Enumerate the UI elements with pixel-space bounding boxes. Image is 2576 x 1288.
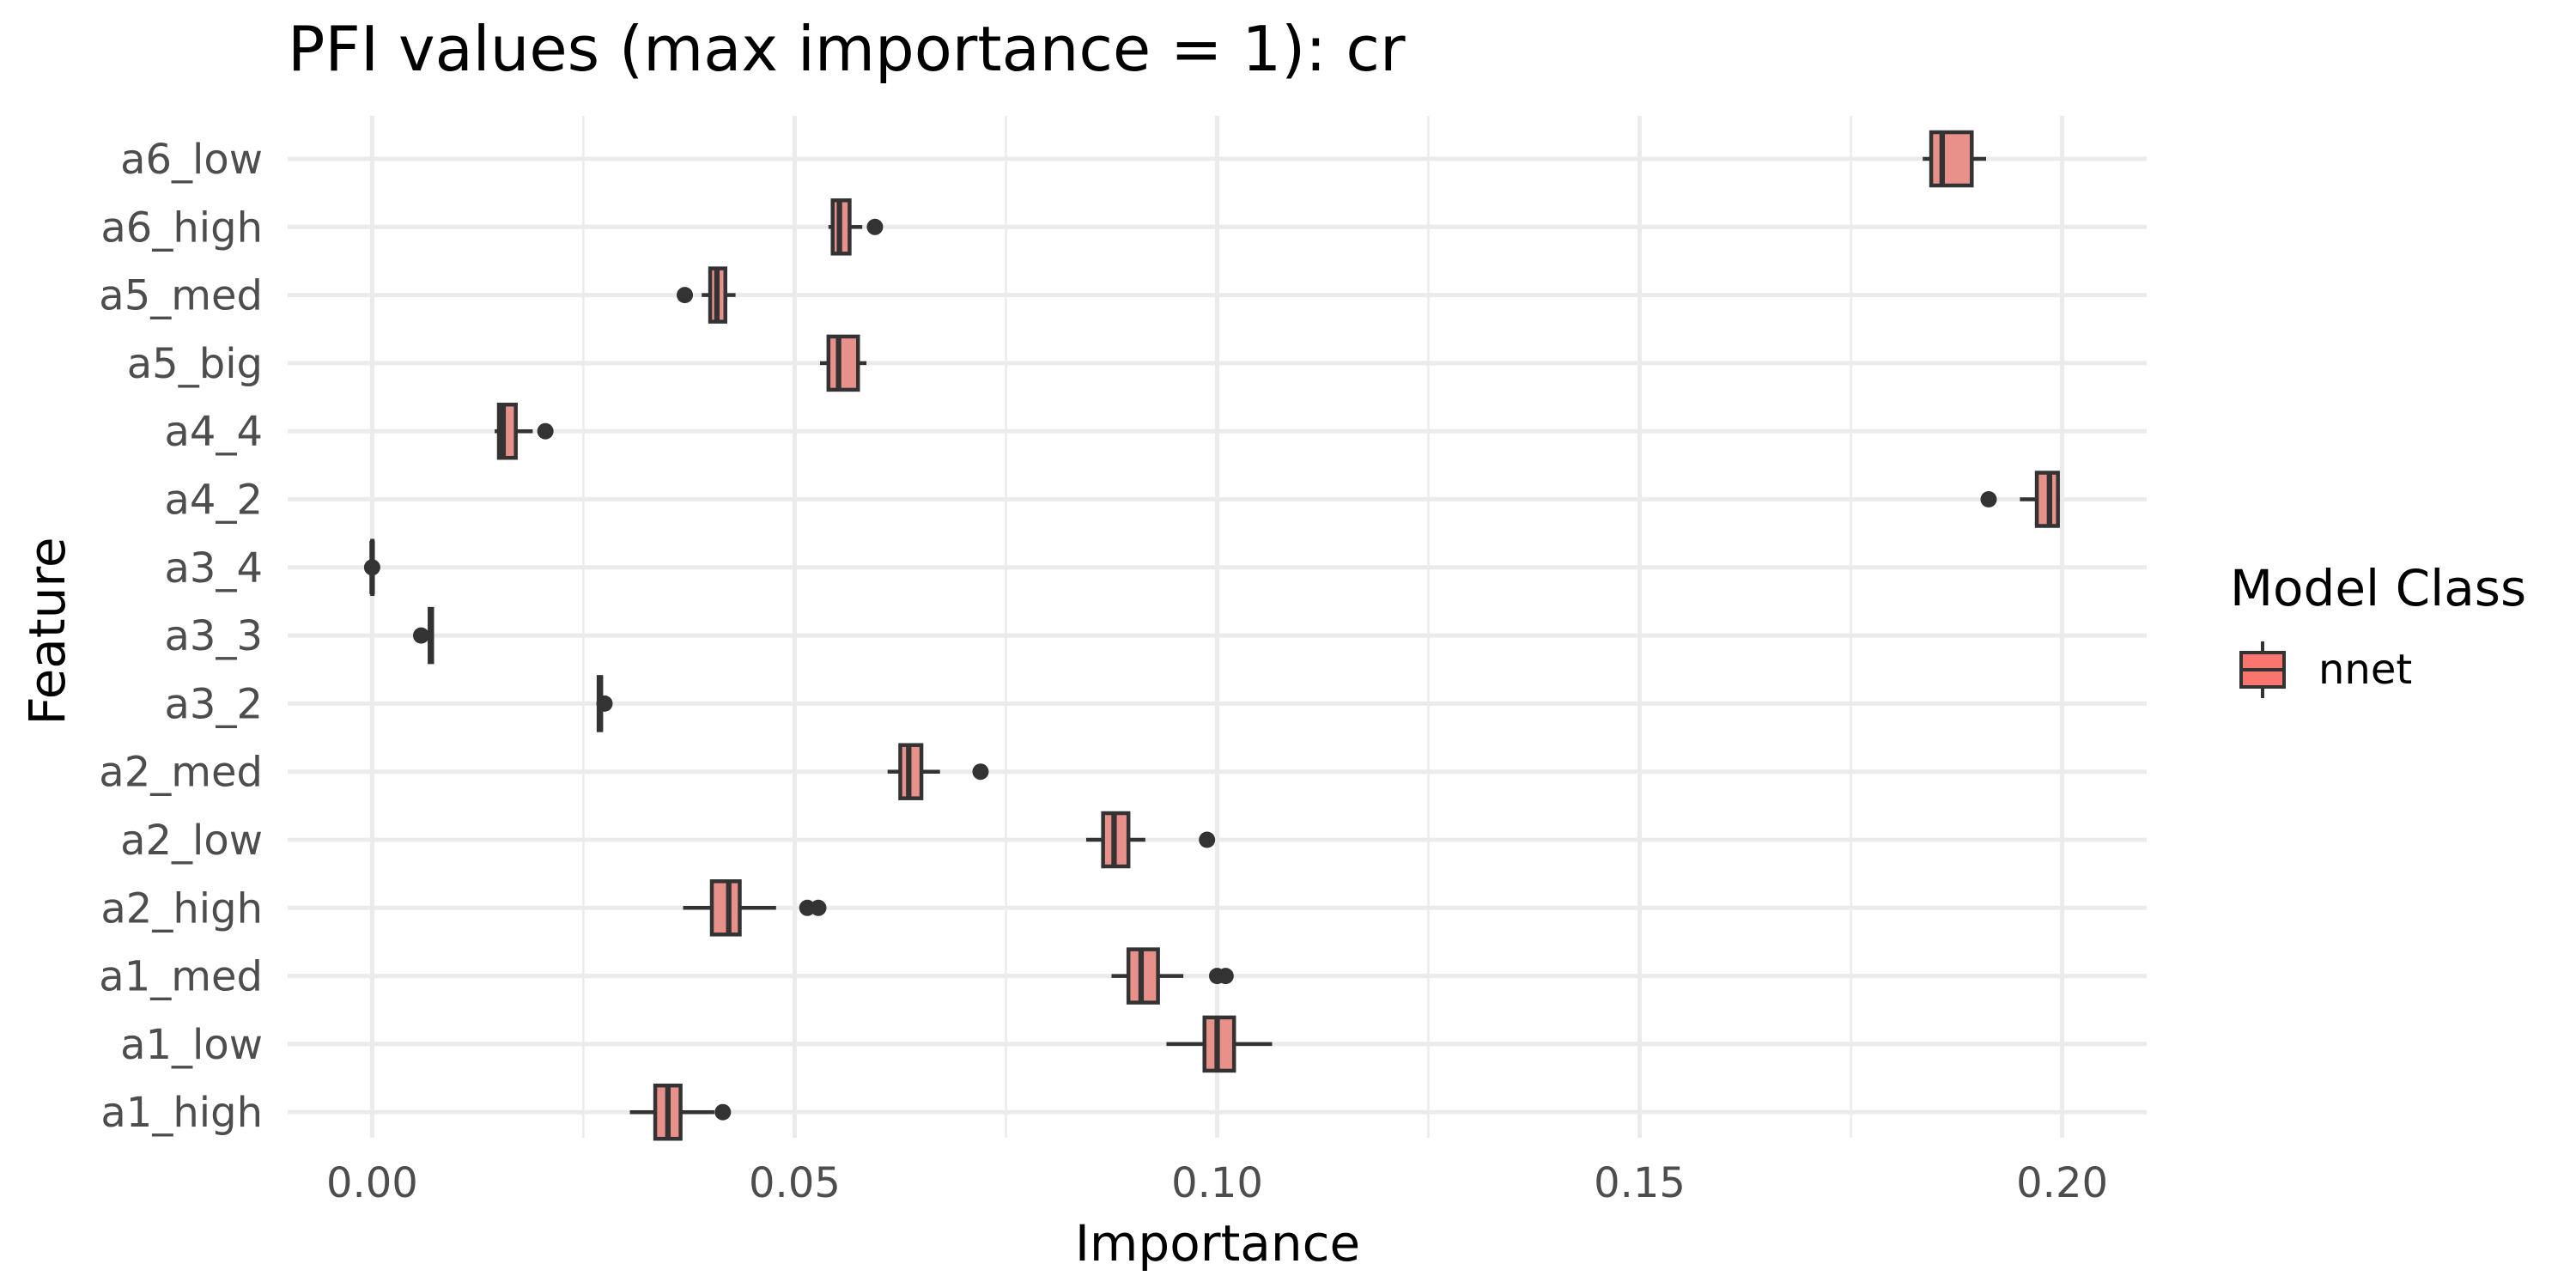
x-tick-label: 0.00	[326, 1159, 418, 1207]
box-a2_med	[887, 743, 989, 800]
box-a1_high	[629, 1083, 732, 1141]
legend-key-nnet	[2239, 641, 2286, 698]
box-a3_3	[412, 606, 434, 665]
chart-title: PFI values (max importance = 1): cr	[288, 13, 1406, 85]
box-a2_high	[683, 879, 827, 937]
y-tick-label: a2_high	[100, 884, 263, 933]
legend: Model Class nnet	[2230, 559, 2526, 698]
box-a5_med	[677, 266, 736, 324]
box-a3_4	[363, 538, 380, 597]
x-axis-title: Importance	[1075, 1214, 1360, 1273]
outlier-point	[1199, 831, 1216, 848]
box-a6_high	[828, 198, 884, 256]
box-a6_low	[1923, 130, 1987, 188]
y-axis-title: Feature	[18, 537, 76, 725]
outlier-point	[1980, 491, 1997, 507]
outlier-point	[972, 763, 989, 781]
outlier-point	[363, 559, 380, 576]
y-tick-labels: a6_low a6_high a5_med a5_big a4_4 a4_2 a3_4 a3_…	[99, 136, 263, 1137]
box-a2_low	[1085, 811, 1216, 869]
outlier-point	[714, 1103, 732, 1121]
y-tick-label: a4_4	[165, 408, 264, 456]
x-tick-labels: 0.00 0.05 0.10 0.15 0.20	[326, 1159, 2108, 1207]
boxes	[363, 130, 2060, 1141]
box-iqr	[709, 879, 742, 937]
y-tick-label: a3_4	[165, 544, 264, 592]
box-a3_2	[596, 675, 613, 732]
y-tick-label: a6_high	[100, 204, 263, 252]
box-a4_4	[495, 402, 554, 460]
y-tick-label: a1_high	[100, 1089, 263, 1137]
y-tick-label: a2_med	[99, 749, 263, 797]
x-tick-label: 0.15	[1594, 1159, 1686, 1207]
box-iqr	[826, 334, 860, 392]
outlier-point	[412, 627, 429, 644]
legend-label-nnet: nnet	[2318, 646, 2412, 694]
legend-title: Model Class	[2230, 559, 2526, 617]
y-tick-label: a2_low	[120, 817, 263, 865]
x-tick-label: 0.20	[2016, 1159, 2108, 1207]
box-a5_big	[819, 334, 867, 392]
outlier-point	[537, 422, 554, 440]
x-tick-label: 0.05	[749, 1159, 841, 1207]
outlier-point	[596, 695, 613, 712]
x-tick-label: 0.10	[1171, 1159, 1263, 1207]
box-a4_2	[1980, 471, 2060, 528]
outlier-point	[810, 899, 827, 916]
grid	[288, 116, 2147, 1138]
y-tick-label: a1_low	[120, 1021, 263, 1069]
y-tick-label: a6_low	[120, 136, 263, 184]
y-tick-label: a4_2	[165, 477, 264, 525]
box-a1_low	[1166, 1015, 1273, 1073]
box-iqr	[1929, 130, 1974, 188]
y-tick-label: a3_2	[165, 680, 264, 728]
y-tick-label: a5_big	[127, 340, 263, 388]
y-tick-label: a5_med	[99, 272, 263, 320]
outlier-point	[677, 287, 694, 304]
box-a1_med	[1111, 947, 1234, 1005]
outlier-point	[866, 218, 884, 235]
y-tick-label: a1_med	[99, 953, 263, 1001]
outlier-point	[1217, 968, 1234, 985]
y-tick-label: a3_3	[165, 612, 264, 660]
